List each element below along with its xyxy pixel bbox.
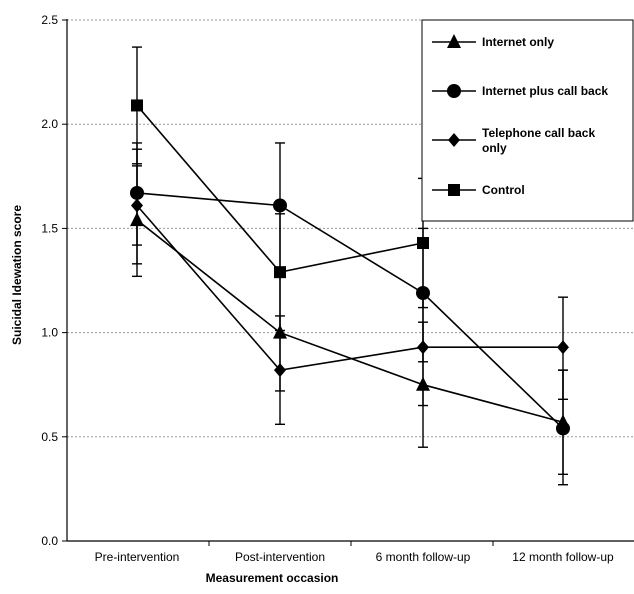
y-tick-labels: 0.0 0.5 1.0 1.5 2.0 2.5 [41,13,58,548]
legend-marker-circle [447,84,461,98]
data-point-square [417,236,429,249]
x-axis-title: Measurement occasion [206,571,339,585]
x-tick-labels: Pre-intervention Post-intervention 6 month… [95,550,614,564]
y-tick-label: 2.0 [41,117,58,131]
x-tick-label: Post-intervention [235,550,325,564]
data-point-diamond [417,340,429,355]
y-tick-label: 2.5 [41,13,58,27]
legend-marker-diamond [448,133,460,147]
data-point-square [131,99,143,112]
data-point-square [274,266,286,279]
data-point-circle [556,421,570,436]
legend-marker-triangle [447,34,461,48]
y-tick-label: 0.0 [41,534,58,548]
data-point-circle [273,198,287,213]
legend: Internet only Internet plus call back Tele… [421,19,634,222]
series-line [136,204,563,371]
legend-marker-square [448,184,460,196]
y-axis-title: Suicidal Idewation score [10,205,24,345]
series-line [136,219,564,423]
data-point-triangle [130,212,144,227]
series-line [136,192,564,430]
legend-label: Control [482,183,525,197]
data-point-diamond [274,363,286,378]
axes [62,19,634,546]
data-point-diamond [557,340,569,355]
series-markers [130,99,570,436]
legend-label: Telephone call back only [482,126,595,155]
y-tick-label: 0.5 [41,430,58,444]
x-tick-label: 12 month follow-up [512,550,614,564]
data-point-diamond [131,198,143,213]
data-point-circle [416,286,430,301]
data-point-circle [130,185,144,200]
x-tick-label: 6 month follow-up [376,550,471,564]
data-point-triangle [273,324,287,339]
y-tick-label: 1.5 [41,221,58,235]
data-point-triangle [416,376,430,391]
legend-label: Internet plus call back [482,84,608,98]
legend-label: Internet only [482,35,554,49]
x-tick-label: Pre-intervention [95,550,180,564]
y-tick-label: 1.0 [41,326,58,340]
